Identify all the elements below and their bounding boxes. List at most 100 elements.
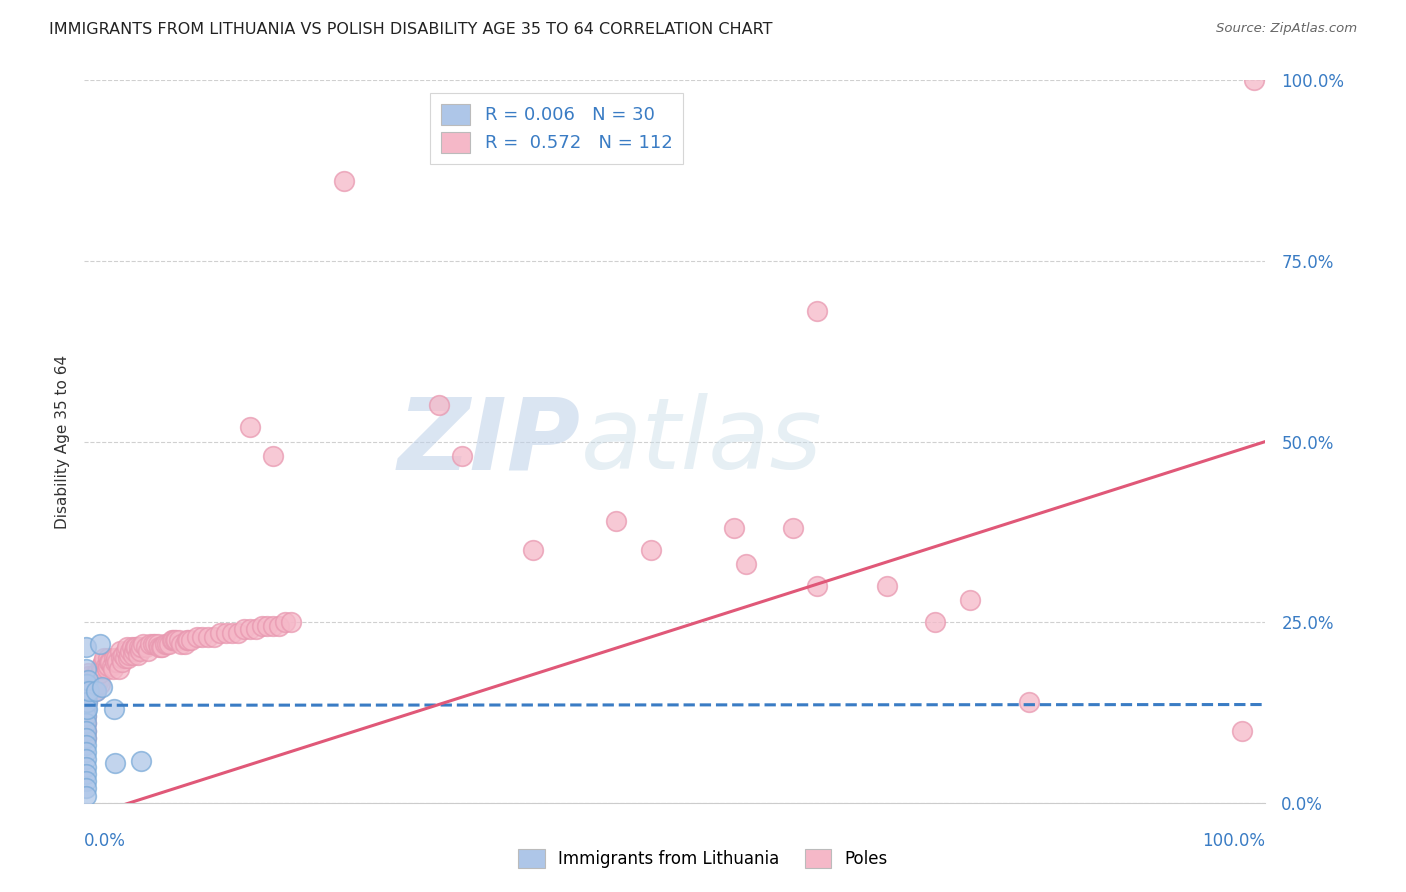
Point <box>104 655 127 669</box>
Point <box>98 655 121 669</box>
Point <box>76 676 98 690</box>
Point <box>274 615 297 630</box>
Point <box>153 637 176 651</box>
Point <box>76 695 98 709</box>
Point <box>215 626 238 640</box>
Point <box>226 626 249 640</box>
Point <box>89 665 111 680</box>
Point <box>79 673 101 687</box>
Point <box>75 676 97 690</box>
Point <box>250 619 273 633</box>
Point <box>96 662 118 676</box>
Point <box>75 723 97 738</box>
Point <box>86 665 108 680</box>
Point <box>129 640 152 655</box>
Point <box>75 745 97 759</box>
Point <box>1018 695 1040 709</box>
Point <box>112 648 135 662</box>
Point <box>806 304 828 318</box>
Legend: Immigrants from Lithuania, Poles: Immigrants from Lithuania, Poles <box>512 842 894 875</box>
Point <box>156 637 179 651</box>
Point <box>89 637 111 651</box>
Point <box>90 658 112 673</box>
Point <box>605 514 627 528</box>
Point <box>165 633 187 648</box>
Point <box>180 633 202 648</box>
Point <box>245 623 267 637</box>
Point <box>75 781 97 796</box>
Point <box>122 644 145 658</box>
Point <box>160 633 183 648</box>
Point <box>75 738 97 752</box>
Point <box>723 521 745 535</box>
Point <box>150 640 173 655</box>
Point <box>80 676 103 690</box>
Point <box>76 683 98 698</box>
Point <box>734 558 756 572</box>
Point <box>94 658 117 673</box>
Point <box>256 619 278 633</box>
Point <box>142 637 165 651</box>
Point <box>146 637 169 651</box>
Point <box>100 658 122 673</box>
Point <box>79 683 101 698</box>
Point <box>77 676 100 690</box>
Point <box>76 683 98 698</box>
Point <box>75 691 97 706</box>
Point <box>148 640 170 655</box>
Point <box>177 633 200 648</box>
Point <box>91 680 114 694</box>
Point <box>84 680 107 694</box>
Point <box>150 640 173 655</box>
Point <box>75 662 97 676</box>
Point <box>75 709 97 723</box>
Point <box>76 676 98 690</box>
Point <box>166 633 188 648</box>
Point <box>107 662 129 676</box>
Point <box>76 669 98 683</box>
Point <box>115 640 138 655</box>
Point <box>232 623 254 637</box>
Point <box>427 398 450 412</box>
Point <box>221 626 243 640</box>
Point <box>104 756 127 770</box>
Text: Source: ZipAtlas.com: Source: ZipAtlas.com <box>1216 22 1357 36</box>
Point <box>129 754 152 768</box>
Point <box>75 716 97 731</box>
Point <box>128 644 150 658</box>
Point <box>202 630 225 644</box>
Point <box>139 637 162 651</box>
Point <box>121 648 143 662</box>
Text: 100.0%: 100.0% <box>1202 831 1265 850</box>
Point <box>75 640 97 655</box>
Point <box>84 673 107 687</box>
Point <box>157 637 180 651</box>
Point <box>782 521 804 535</box>
Point <box>170 637 193 651</box>
Point <box>77 673 100 687</box>
Point <box>77 669 100 683</box>
Text: 0.0%: 0.0% <box>84 831 127 850</box>
Point <box>108 644 131 658</box>
Point <box>114 644 136 658</box>
Point <box>83 683 105 698</box>
Point <box>640 542 662 557</box>
Point <box>110 651 132 665</box>
Point <box>121 640 143 655</box>
Point <box>76 695 98 709</box>
Point <box>75 673 97 687</box>
Point <box>107 655 129 669</box>
Point <box>75 702 97 716</box>
Point <box>522 542 544 557</box>
Point <box>125 640 148 655</box>
Point <box>98 655 121 669</box>
Point <box>82 669 104 683</box>
Legend: R = 0.006   N = 30, R =  0.572   N = 112: R = 0.006 N = 30, R = 0.572 N = 112 <box>430 93 683 163</box>
Point <box>959 593 981 607</box>
Point <box>76 702 98 716</box>
Y-axis label: Disability Age 35 to 64: Disability Age 35 to 64 <box>55 354 70 529</box>
Point <box>876 579 898 593</box>
Point <box>1230 723 1253 738</box>
Point <box>1243 73 1265 87</box>
Point <box>127 648 149 662</box>
